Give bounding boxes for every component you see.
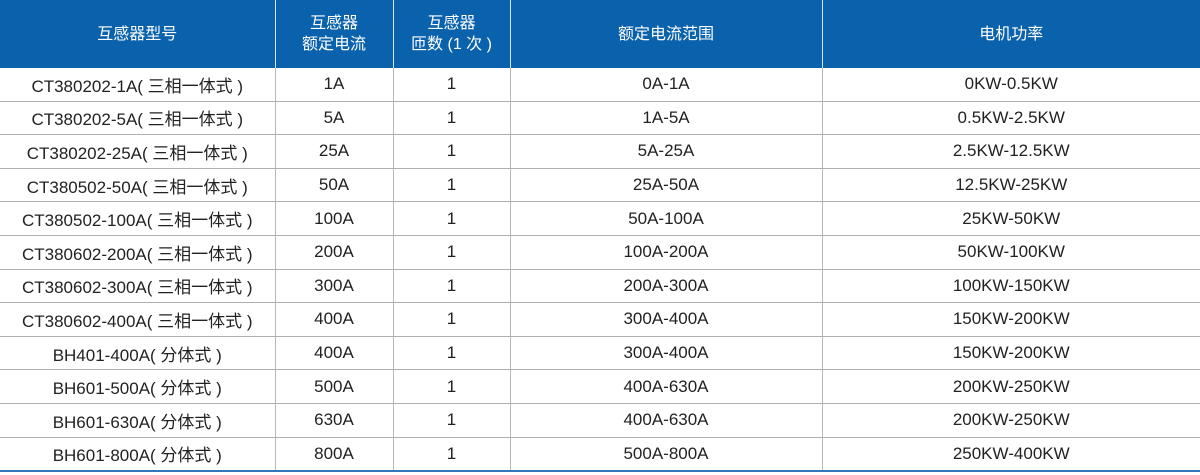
cell-motor-power: 150KW-200KW xyxy=(821,302,1200,337)
cell-rated-current: 300A xyxy=(274,269,393,304)
cell-turns: 1 xyxy=(392,336,510,371)
cell-current-range: 400A-630A xyxy=(509,369,822,404)
cell-current-range: 300A-400A xyxy=(509,302,822,337)
cell-current-range: 5A-25A xyxy=(509,134,822,169)
cell-turns: 1 xyxy=(392,68,510,102)
table-row: BH601-500A( 分体式 ) 500A 1 400A-630A 200KW-250… xyxy=(0,369,1200,404)
cell-model: BH601-630A( 分体式 ) xyxy=(0,403,275,438)
table-row: CT380202-25A( 三相一体式 ) 25A 1 5A-25A 2.5KW-12.… xyxy=(0,134,1200,169)
header-model: 互感器型号 xyxy=(0,0,275,68)
cell-motor-power: 0KW-0.5KW xyxy=(821,68,1200,102)
cell-turns: 1 xyxy=(392,101,510,136)
cell-rated-current: 50A xyxy=(274,168,393,203)
cell-model: CT380602-300A( 三相一体式 ) xyxy=(0,269,275,304)
cell-model: CT380602-200A( 三相一体式 ) xyxy=(0,235,275,270)
header-label: 电机功率 xyxy=(979,25,1044,43)
header-label: 额定电流范围 xyxy=(617,25,714,43)
table-row: CT380602-200A( 三相一体式 ) 200A 1 100A-200A 50KW… xyxy=(0,235,1200,270)
cell-rated-current: 400A xyxy=(274,302,393,337)
header-label: 互感器 xyxy=(309,15,358,32)
header-current-range: 额定电流范围 xyxy=(509,0,822,68)
cell-current-range: 500A-800A xyxy=(509,437,822,473)
cell-turns: 1 xyxy=(392,369,510,404)
cell-model: CT380602-400A( 三相一体式 ) xyxy=(0,302,275,337)
cell-rated-current: 630A xyxy=(274,403,393,438)
table-row: CT380202-5A( 三相一体式 ) 5A 1 1A-5A 0.5KW-2.5KW xyxy=(0,101,1200,136)
cell-motor-power: 12.5KW-25KW xyxy=(821,168,1200,203)
cell-rated-current: 1A xyxy=(274,68,393,102)
cell-model: CT380502-50A( 三相一体式 ) xyxy=(0,168,275,203)
cell-rated-current: 400A xyxy=(274,336,393,371)
cell-motor-power: 100KW-150KW xyxy=(821,269,1200,304)
header-label: 互感器 xyxy=(427,15,476,32)
cell-motor-power: 250KW-400KW xyxy=(821,437,1200,473)
cell-rated-current: 5A xyxy=(274,101,393,136)
cell-rated-current: 500A xyxy=(274,369,393,404)
table-row: CT380502-50A( 三相一体式 ) 50A 1 25A-50A 12.5KW-2… xyxy=(0,168,1200,203)
cell-model: BH601-800A( 分体式 ) xyxy=(0,437,275,473)
cell-model: BH601-500A( 分体式 ) xyxy=(0,369,275,404)
cell-current-range: 0A-1A xyxy=(509,68,822,102)
cell-motor-power: 150KW-200KW xyxy=(821,336,1200,371)
table-row: CT380602-400A( 三相一体式 ) 400A 1 300A-400A 150K… xyxy=(0,302,1200,337)
cell-current-range: 1A-5A xyxy=(509,101,822,136)
cell-current-range: 100A-200A xyxy=(509,235,822,270)
table-row: BH601-800A( 分体式 ) 800A 1 500A-800A 250KW-400… xyxy=(0,437,1200,473)
cell-turns: 1 xyxy=(392,134,510,169)
cell-model: CT380502-100A( 三相一体式 ) xyxy=(0,201,275,236)
table-row: BH401-400A( 分体式 ) 400A 1 300A-400A 150KW-200… xyxy=(0,336,1200,371)
cell-model: CT380202-1A( 三相一体式 ) xyxy=(0,68,275,102)
cell-motor-power: 0.5KW-2.5KW xyxy=(821,101,1200,136)
table-row: CT380502-100A( 三相一体式 ) 100A 1 50A-100A 25KW-… xyxy=(0,201,1200,236)
cell-current-range: 50A-100A xyxy=(509,201,822,236)
cell-rated-current: 25A xyxy=(274,134,393,169)
table-row: CT380602-300A( 三相一体式 ) 300A 1 200A-300A 100K… xyxy=(0,269,1200,304)
cell-current-range: 300A-400A xyxy=(509,336,822,371)
cell-current-range: 200A-300A xyxy=(509,269,822,304)
cell-motor-power: 25KW-50KW xyxy=(821,201,1200,236)
table-row: BH601-630A( 分体式 ) 630A 1 400A-630A 200KW-250… xyxy=(0,403,1200,438)
header-label: 额定电流 xyxy=(301,36,366,53)
table-body: CT380202-1A( 三相一体式 ) 1A 1 0A-1A 0KW-0.5KW CT3… xyxy=(0,68,1200,473)
cell-motor-power: 50KW-100KW xyxy=(821,235,1200,270)
cell-motor-power: 200KW-250KW xyxy=(821,403,1200,438)
header-label: 互感器型号 xyxy=(97,25,178,43)
header-motor-power: 电机功率 xyxy=(821,0,1200,68)
cell-model: CT380202-5A( 三相一体式 ) xyxy=(0,101,275,136)
cell-current-range: 400A-630A xyxy=(509,403,822,438)
table-header: 互感器型号 互感器 额定电流 互感器 匝数 (1 次 ) 额定电流范围 电机功率 xyxy=(0,0,1200,68)
cell-turns: 1 xyxy=(392,201,510,236)
cell-turns: 1 xyxy=(392,302,510,337)
cell-turns: 1 xyxy=(392,437,510,473)
table-row: CT380202-1A( 三相一体式 ) 1A 1 0A-1A 0KW-0.5KW xyxy=(0,68,1200,102)
cell-rated-current: 800A xyxy=(274,437,393,473)
cell-rated-current: 100A xyxy=(274,201,393,236)
cell-turns: 1 xyxy=(392,403,510,438)
cell-turns: 1 xyxy=(392,269,510,304)
cell-motor-power: 200KW-250KW xyxy=(821,369,1200,404)
header-rated-current: 互感器 额定电流 xyxy=(274,0,393,68)
cell-model: BH401-400A( 分体式 ) xyxy=(0,336,275,371)
header-label: 匝数 (1 次 ) xyxy=(411,36,492,53)
cell-rated-current: 200A xyxy=(274,235,393,270)
cell-turns: 1 xyxy=(392,168,510,203)
cell-turns: 1 xyxy=(392,235,510,270)
header-turns: 互感器匝数 (1 次 ) xyxy=(392,0,510,68)
cell-current-range: 25A-50A xyxy=(509,168,822,203)
cell-model: CT380202-25A( 三相一体式 ) xyxy=(0,134,275,169)
cell-motor-power: 2.5KW-12.5KW xyxy=(821,134,1200,169)
